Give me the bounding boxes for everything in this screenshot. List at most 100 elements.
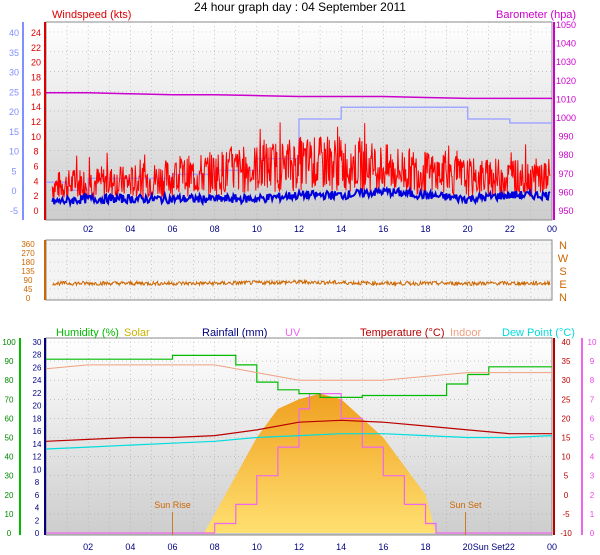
series-line-dewpoint	[45, 433, 553, 450]
x-tick-label: 06	[167, 224, 177, 234]
axis-tick-label: 40	[5, 453, 14, 462]
x-tick-label: 16	[378, 542, 388, 552]
axis-tick-label: 4	[590, 453, 595, 462]
axis-tick-label: 3	[590, 472, 595, 481]
x-tick-label: 12	[294, 542, 304, 552]
axis-tick-label: 14	[31, 102, 41, 112]
axis-tick-label: 26	[33, 363, 42, 372]
x-tick-label: 14	[336, 542, 346, 552]
axis-tick-label: 2	[33, 191, 38, 201]
x-tick-label: 08	[210, 224, 220, 234]
axis-tick-label: 35	[9, 48, 19, 58]
series-line-humidity	[46, 354, 552, 398]
axis-tick-label: 90	[24, 276, 33, 285]
legend-item: Rainfall (mm)	[202, 327, 267, 339]
axis-tick-label: 20	[31, 58, 41, 68]
series-line-wind-direction	[52, 278, 551, 288]
series-line-indoor	[45, 364, 552, 381]
axis-tick-label: 100	[2, 338, 16, 347]
axis-tick-label: 30	[562, 376, 571, 385]
axis-tick-label: 30	[33, 338, 42, 347]
x-tick-label: 18	[420, 224, 430, 234]
axis-tick-label: 5	[11, 166, 16, 176]
axis-tick-label: 0	[33, 206, 38, 216]
axis-tick-label: 35	[562, 357, 571, 366]
axis-tick-label: 60	[5, 414, 14, 423]
axis-tick-label: 10	[31, 132, 41, 142]
axis-tick-label: 30	[5, 472, 14, 481]
legend-item: Dew Point (°C)	[502, 327, 575, 339]
axis-tick-label: 14	[33, 440, 42, 449]
axis-tick-label: 2	[590, 491, 595, 500]
axis-tick-label: 22	[33, 389, 42, 398]
axis-tick-label: 0	[564, 491, 569, 500]
axis-tick-label: 8	[590, 376, 595, 385]
axis-tick-label: 9	[590, 357, 595, 366]
x-tick-label: 22	[505, 542, 515, 552]
axis-tick-label: 50	[5, 434, 14, 443]
axis-tick-label: 25	[562, 395, 571, 404]
x-tick-label: 12	[294, 224, 304, 234]
compass-label: E	[559, 279, 566, 291]
axis-tick-label: 5	[590, 434, 595, 443]
compass-label: S	[559, 266, 566, 278]
axis-tick-label: 1030	[556, 57, 576, 67]
axis-tick-label: 16	[31, 87, 41, 97]
axis-tick-label: 15	[9, 127, 19, 137]
axis-tick-label: 18	[31, 73, 41, 83]
chart-title: 24 hour graph day : 04 September 2011	[194, 0, 406, 14]
x-tick-label: 04	[125, 542, 135, 552]
axis-tick-label: 4	[33, 176, 38, 186]
axis-tick-label: 1	[590, 510, 595, 519]
axis-tick-label: 8	[35, 478, 40, 487]
axis-tick-label: 990	[558, 132, 573, 142]
axis-tick-label: 950	[558, 206, 573, 216]
axis-tick-label: 360	[21, 240, 35, 249]
x-tick-label: 18	[420, 542, 430, 552]
axis-tick-label: 960	[558, 187, 573, 197]
axis-tick-label: 0	[11, 186, 16, 196]
series-line-barometer	[46, 92, 552, 100]
axis-tick-label: 24	[31, 28, 41, 38]
axis-tick-label: 5	[564, 472, 569, 481]
x-tick-label: 00	[547, 224, 557, 234]
axis-tick-label: 4	[35, 504, 40, 513]
axis-tick-label: 180	[21, 258, 35, 267]
axis-label-right: Barometer (hpa)	[496, 9, 576, 21]
x-tick-label: 10	[252, 542, 262, 552]
axis-tick-label: 8	[33, 147, 38, 157]
axis-tick-label: 0	[7, 529, 12, 538]
compass-label: N	[559, 240, 567, 252]
axis-tick-label: 135	[21, 267, 35, 276]
axis-tick-label: 28	[33, 351, 42, 360]
axis-tick-label: 70	[5, 395, 14, 404]
legend-item: Humidity (%)	[56, 327, 119, 339]
axis-tick-label: 30	[9, 68, 19, 78]
axis-tick-label: 12	[33, 453, 42, 462]
axis-tick-label: 1050	[556, 20, 576, 30]
axis-tick-label: 0	[590, 529, 595, 538]
axis-tick-label: 10	[5, 510, 14, 519]
x-tick-label: 08	[210, 542, 220, 552]
x-tick-label: 02	[83, 224, 93, 234]
axis-tick-label: 1040	[556, 39, 576, 49]
series-area-solar	[46, 393, 552, 533]
series-line-wind-average	[51, 185, 551, 209]
x-tick-label: 16	[378, 224, 388, 234]
axis-label-left: Windspeed (kts)	[52, 9, 131, 21]
axis-tick-label: 22	[31, 43, 41, 53]
axis-tick-label: 10	[9, 147, 19, 157]
axis-tick-label: 25	[9, 87, 19, 97]
axis-tick-label: 6	[33, 162, 38, 172]
legend-item: Temperature (°C)	[360, 327, 444, 339]
axis-tick-label: -5	[10, 206, 18, 216]
axis-tick-label: 24	[33, 376, 42, 385]
axis-tick-label: 20	[5, 491, 14, 500]
compass-label: W	[558, 253, 569, 265]
axis-tick-label: 16	[33, 427, 42, 436]
x-tick-label: 00	[547, 542, 557, 552]
axis-tick-label: 1010	[556, 94, 576, 104]
x-tick-label: 20	[463, 224, 473, 234]
axis-tick-label: 18	[33, 414, 42, 423]
